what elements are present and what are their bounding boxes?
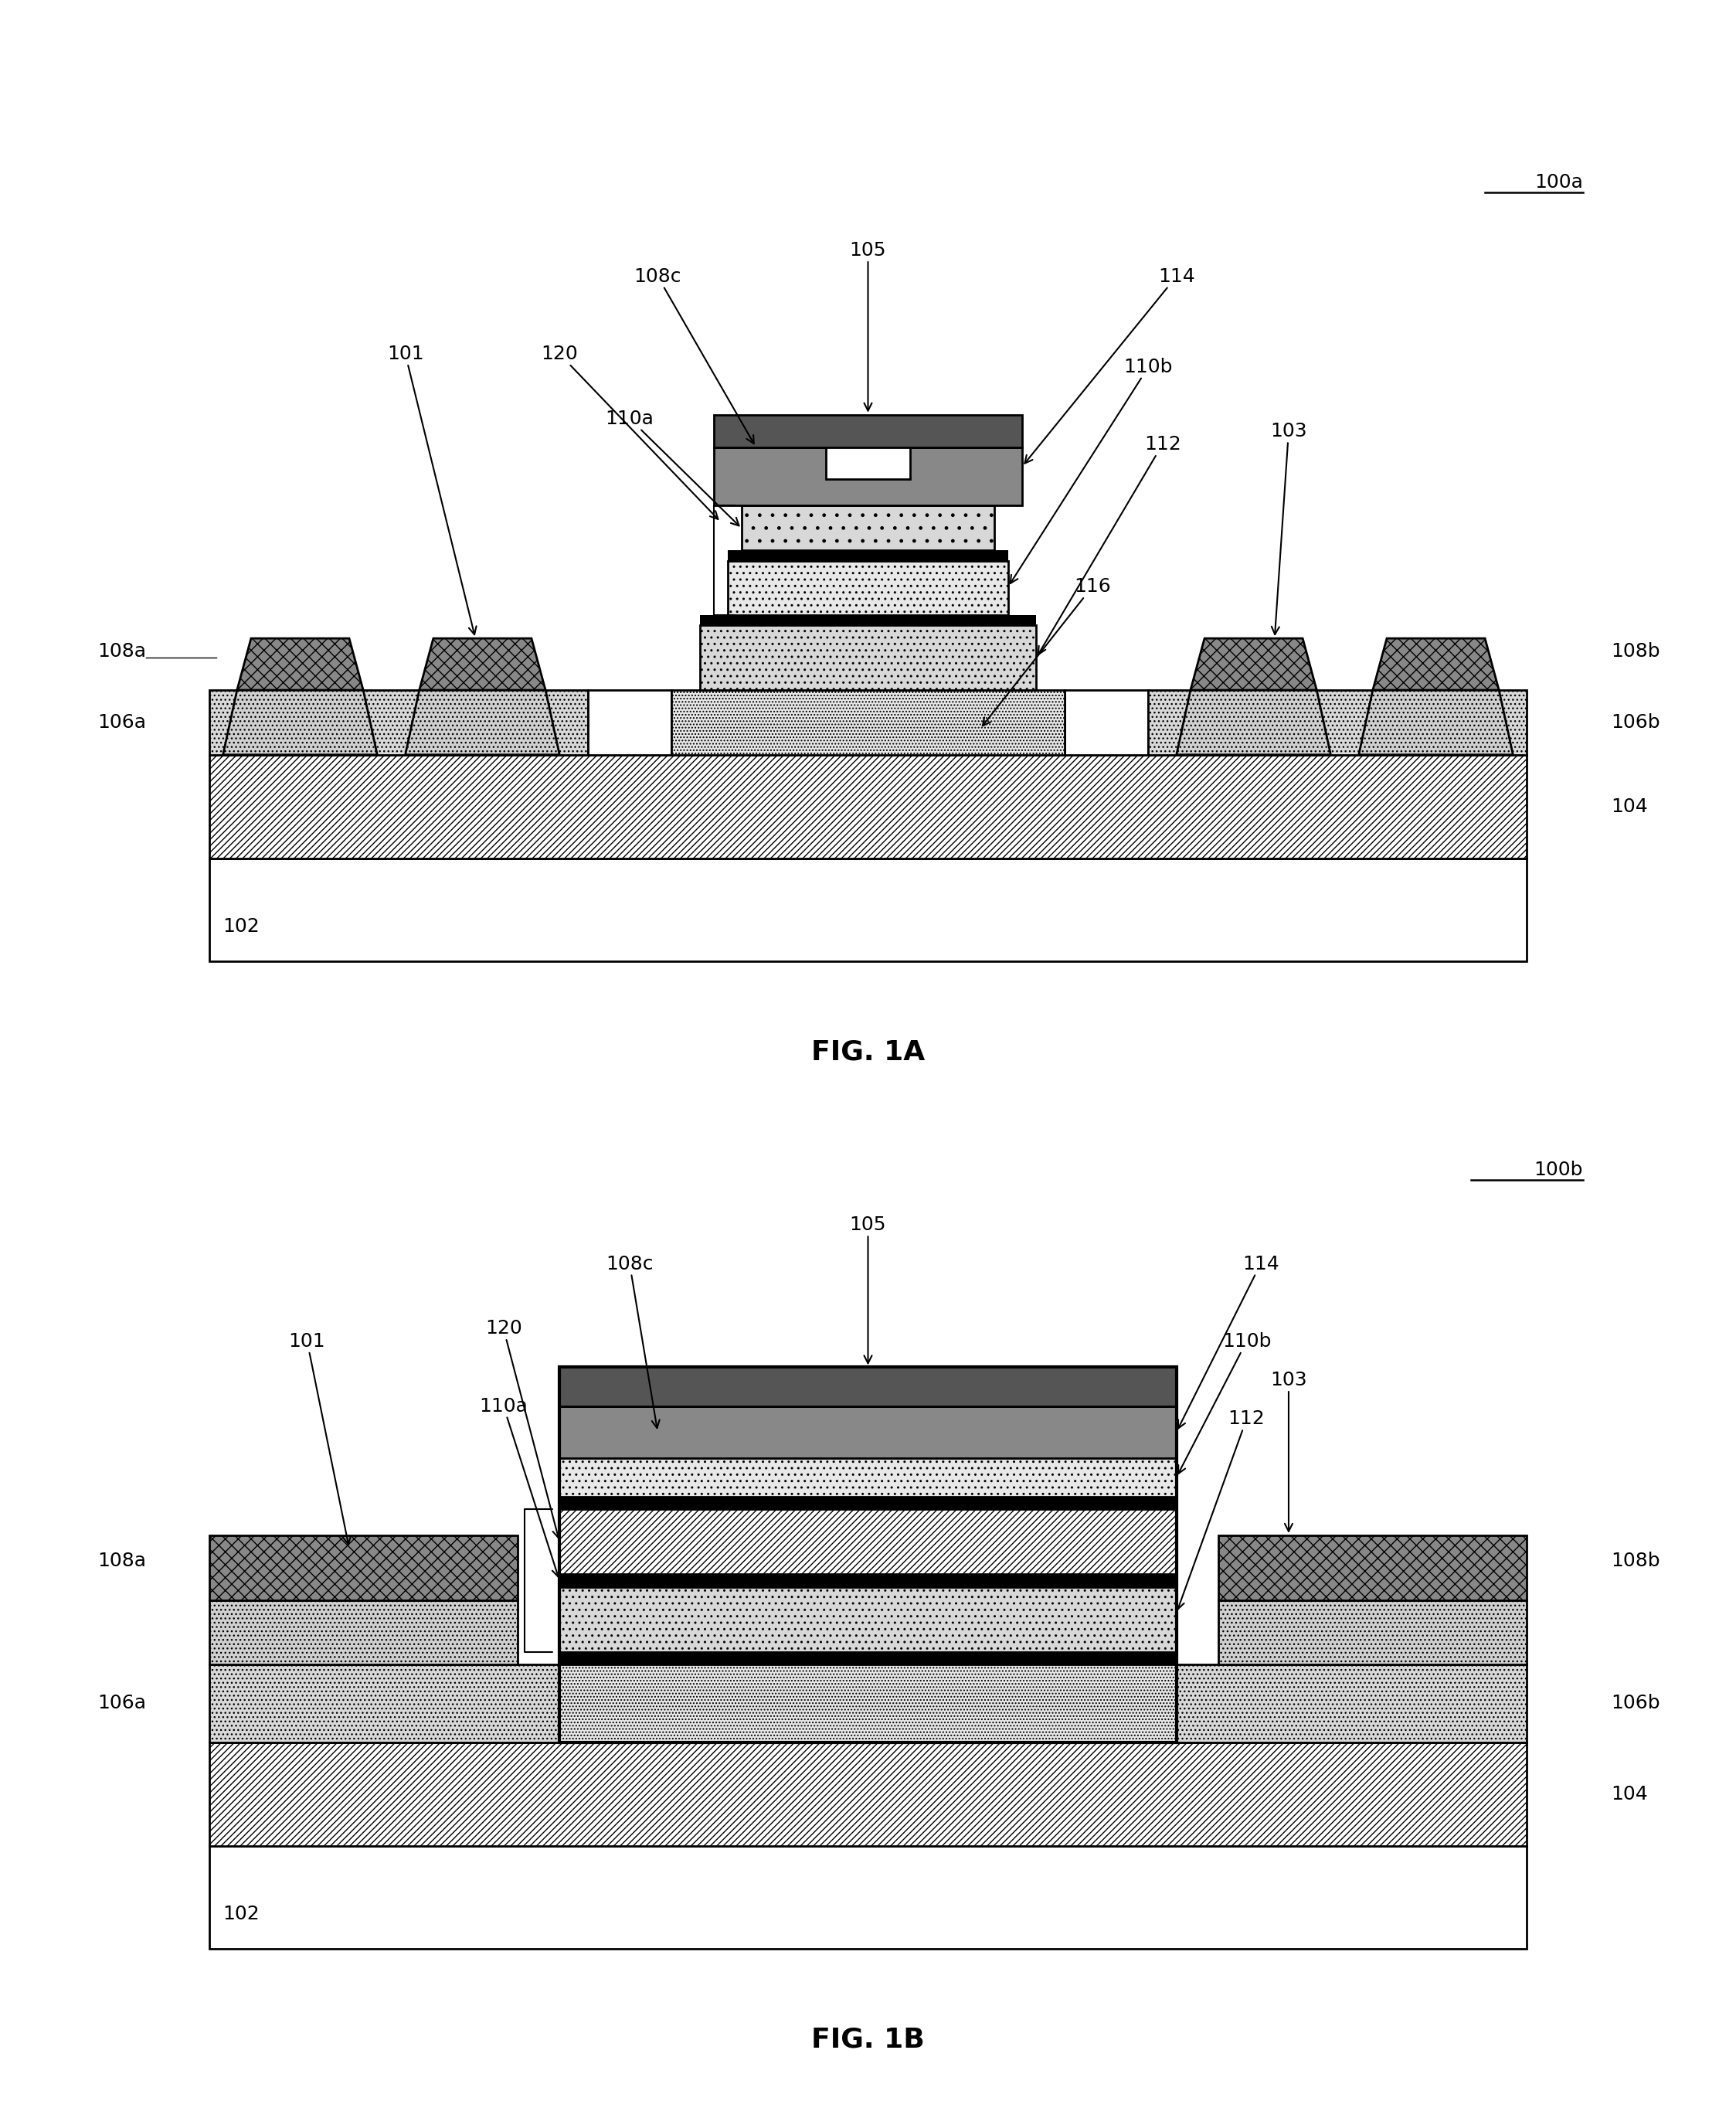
Bar: [208, 689, 587, 754]
Text: 120: 120: [484, 1319, 561, 1538]
Polygon shape: [238, 639, 363, 689]
Text: 114: 114: [1179, 1254, 1279, 1429]
Bar: [208, 1845, 1528, 1950]
Text: FIG. 1A: FIG. 1A: [811, 1040, 925, 1065]
Bar: [672, 689, 727, 754]
Text: 103: 103: [1271, 422, 1307, 635]
Text: 120: 120: [542, 345, 719, 519]
Bar: [1064, 689, 1149, 754]
Polygon shape: [1191, 639, 1316, 689]
Text: 102: 102: [222, 1906, 260, 1922]
Bar: [1149, 689, 1528, 754]
Text: 108c: 108c: [606, 1254, 660, 1429]
Bar: [208, 1742, 1528, 1845]
Text: 101: 101: [288, 1332, 351, 1544]
Polygon shape: [1177, 689, 1332, 754]
Bar: [700, 626, 1036, 689]
Text: 106a: 106a: [97, 1693, 146, 1712]
Bar: [713, 414, 1023, 448]
Text: 108b: 108b: [1611, 1553, 1660, 1569]
Text: 108b: 108b: [1611, 643, 1660, 660]
Text: 110b: 110b: [1179, 1332, 1271, 1473]
Polygon shape: [713, 448, 1023, 504]
Text: 110b: 110b: [1010, 357, 1174, 584]
Text: FIG. 1B: FIG. 1B: [811, 2027, 925, 2053]
Bar: [727, 550, 1009, 561]
Bar: [559, 1586, 1177, 1651]
Text: 108a: 108a: [97, 1553, 146, 1569]
Text: 112: 112: [1177, 1410, 1266, 1609]
Bar: [700, 616, 1036, 626]
Bar: [559, 1509, 1177, 1574]
Polygon shape: [1373, 639, 1498, 689]
Bar: [1219, 1601, 1528, 1664]
Text: 105: 105: [849, 242, 887, 412]
Bar: [559, 1406, 1177, 1458]
Text: 103: 103: [1271, 1372, 1307, 1532]
Polygon shape: [222, 689, 377, 754]
Polygon shape: [420, 639, 545, 689]
Bar: [208, 1664, 1528, 1742]
Text: 108c: 108c: [634, 267, 753, 443]
Text: 104: 104: [1611, 1784, 1647, 1803]
Polygon shape: [404, 689, 559, 754]
Bar: [208, 1536, 517, 1601]
Text: 100b: 100b: [1535, 1160, 1583, 1179]
Bar: [727, 689, 1009, 754]
Bar: [1009, 689, 1064, 754]
Bar: [559, 1664, 1177, 1742]
Bar: [559, 1368, 1177, 1406]
Text: 105: 105: [849, 1216, 887, 1364]
Bar: [587, 689, 672, 754]
Text: 114: 114: [1024, 267, 1194, 464]
Bar: [559, 1496, 1177, 1509]
Bar: [559, 1651, 1177, 1664]
Text: 102: 102: [222, 918, 260, 935]
Text: 100a: 100a: [1535, 172, 1583, 191]
Bar: [727, 561, 1009, 616]
Polygon shape: [1359, 689, 1514, 754]
Bar: [208, 754, 1528, 857]
Bar: [672, 689, 1064, 754]
Text: 101: 101: [387, 345, 476, 635]
Bar: [559, 1368, 1177, 1742]
Text: 104: 104: [1611, 796, 1647, 815]
Bar: [741, 504, 995, 550]
Text: 108a: 108a: [97, 643, 146, 660]
Bar: [559, 1574, 1177, 1586]
Bar: [208, 857, 1528, 962]
Bar: [1219, 1536, 1528, 1601]
Text: 110a: 110a: [479, 1397, 559, 1578]
Text: 112: 112: [1038, 435, 1180, 653]
Text: 110a: 110a: [606, 410, 740, 525]
Text: 116: 116: [983, 578, 1111, 725]
Text: 106a: 106a: [97, 712, 146, 731]
Text: 106b: 106b: [1611, 1693, 1660, 1712]
Text: 106b: 106b: [1611, 712, 1660, 731]
Bar: [559, 1458, 1177, 1496]
Bar: [208, 1601, 517, 1664]
